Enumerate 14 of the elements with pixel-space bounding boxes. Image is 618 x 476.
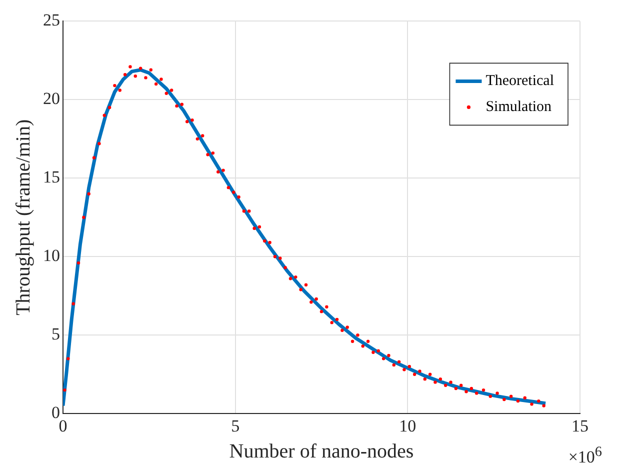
y-tick-label: 5 (52, 324, 60, 344)
text: ×10$^{6}$ (568, 444, 602, 468)
y-tick-label: 10 (43, 246, 60, 266)
y-tick-label: 15 (43, 168, 60, 187)
legend-label: Theoretical (486, 73, 554, 90)
x-tick-label: 15 (572, 416, 588, 436)
y-tick-label: 25 (43, 10, 60, 30)
y-tick-label: 0 (52, 403, 60, 422)
y-axis-title: Throughput (frame/min) (12, 119, 34, 316)
x-tick-label: 5 (231, 416, 240, 436)
x-tick-label: 10 (399, 416, 416, 436)
x-axis-title: Number of nano-nodes (229, 440, 414, 462)
y-tick-label: 20 (43, 89, 60, 108)
legend-label: Simulation (486, 99, 552, 116)
